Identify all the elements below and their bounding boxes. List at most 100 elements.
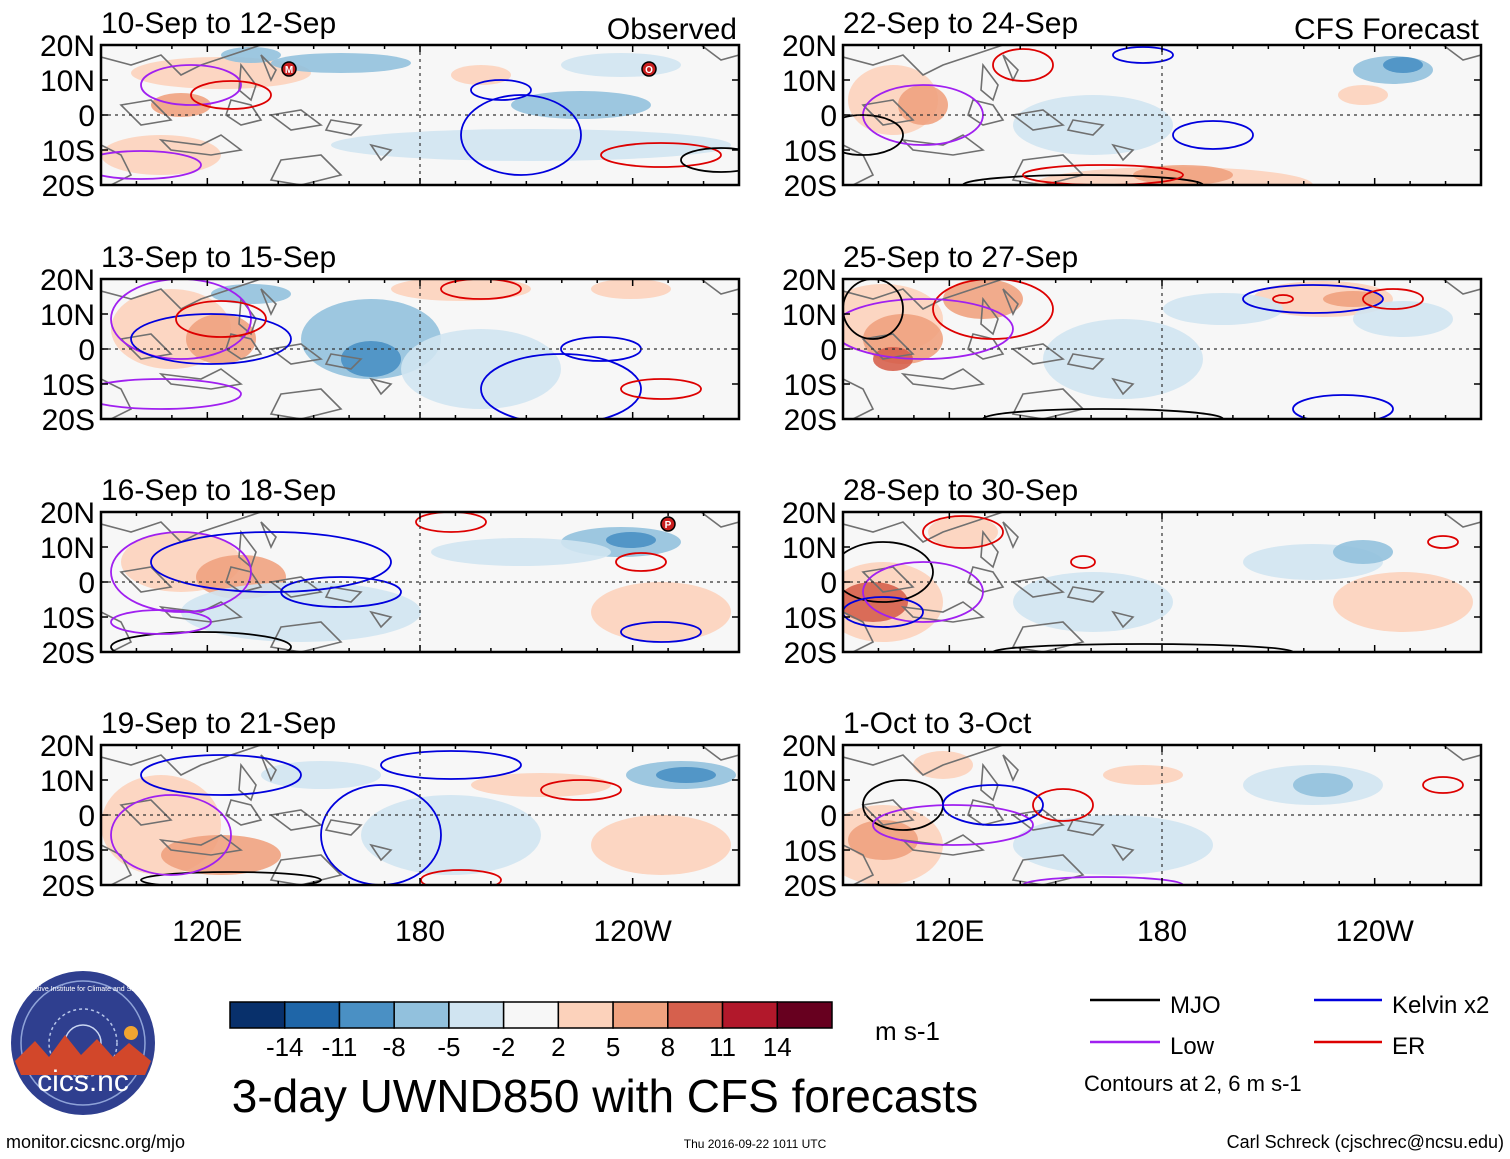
contour-er	[922, 515, 1004, 549]
contour-kelvin	[1112, 46, 1174, 64]
coastline	[324, 119, 363, 136]
coastline	[1442, 45, 1481, 61]
footer-author: Carl Schreck (cjschrec@ncsu.edu)	[1227, 1132, 1504, 1152]
y-tick-label: 10S	[42, 835, 95, 868]
coastline	[260, 521, 277, 549]
anomaly-blob	[928, 516, 998, 548]
coastline	[260, 288, 277, 316]
contour-kelvin	[130, 313, 292, 365]
y-tick-label: 10N	[40, 532, 95, 565]
logo-disc	[11, 971, 155, 1115]
colorbar-bin	[229, 1001, 286, 1029]
y-tick-label: 10S	[784, 602, 837, 635]
coastline	[1111, 610, 1135, 629]
anomaly-blob	[401, 329, 561, 409]
coastline	[119, 566, 173, 593]
anomaly-blob	[898, 85, 948, 125]
anomaly-shading	[111, 279, 671, 409]
storm-marker: P	[660, 516, 676, 532]
anomaly-blob	[1293, 773, 1353, 797]
contour-low	[110, 531, 252, 613]
y-tick-label: 20N	[782, 264, 837, 297]
contour-kelvin	[150, 531, 392, 593]
colorbar-bin	[721, 1001, 779, 1029]
panel-title: 16-Sep to 18-Sep	[101, 474, 336, 507]
colorbar-tick-labels: -14 -11 -8 -5 -2 2 5 8 11 14	[266, 1032, 792, 1062]
anomaly-blob	[331, 129, 731, 161]
coastline	[1066, 119, 1105, 136]
y-tick-label: 0	[820, 334, 837, 367]
colorbar: -14 -11 -8 -5 -2 2 5 8 11 14 m s-1	[229, 1001, 940, 1062]
coastline	[269, 388, 343, 419]
y-tick-label: 10N	[782, 765, 837, 798]
contour-kelvin	[1292, 394, 1394, 419]
coastline	[861, 99, 915, 126]
y-tick-label: 20S	[784, 170, 837, 203]
contour-kelvin	[280, 576, 402, 608]
contour-er	[175, 300, 267, 338]
coastline	[1066, 586, 1105, 603]
coastline	[980, 762, 999, 802]
legend-item-er: ER	[1314, 1033, 1425, 1060]
contour-low	[110, 609, 212, 635]
y-tick-label: 10S	[42, 369, 95, 402]
colorbar-tick-label: 2	[551, 1032, 565, 1062]
y-tick-label: 0	[820, 100, 837, 133]
y-tick-label: 10S	[42, 602, 95, 635]
y-tick-label: 20N	[40, 497, 95, 530]
contour-kelvin	[320, 784, 442, 885]
coastline	[1002, 288, 1019, 316]
x-tick-label: 180	[1137, 915, 1187, 948]
colorbar-tick-label: 14	[763, 1032, 792, 1062]
filter-contours	[101, 64, 739, 180]
contour-mjo	[110, 631, 292, 652]
panel-title: 10-Sep to 12-Sep	[101, 7, 336, 40]
y-tick-label: 20S	[42, 870, 95, 903]
anomaly-blob	[591, 279, 671, 299]
coastline	[1066, 819, 1105, 836]
anomaly-shading	[848, 56, 1433, 185]
figure-title: 3-day UWND850 with CFS forecasts	[232, 1070, 978, 1122]
anomaly-shading	[101, 47, 731, 175]
y-tick-label: 20N	[782, 730, 837, 763]
coastline	[369, 377, 393, 396]
colorbar-tick-label: -2	[492, 1032, 515, 1062]
anomaly-blob	[1333, 572, 1473, 632]
contour-mjo	[843, 279, 904, 340]
contour-mjo	[982, 408, 1224, 419]
coastline	[900, 134, 985, 156]
colorbar-bin	[557, 1001, 614, 1029]
colorbar-bin	[338, 1001, 395, 1029]
coastline	[269, 109, 323, 131]
coastline	[158, 834, 243, 856]
colorbar-bin	[393, 1001, 450, 1029]
coastline	[225, 333, 263, 360]
y-tick-label: 20S	[42, 637, 95, 670]
contour-er	[932, 279, 1054, 340]
coastline	[900, 601, 985, 623]
anomaly-blob	[1013, 95, 1173, 155]
logo-ring-text: Cooperative Institute for Climate and Sa…	[11, 986, 155, 993]
y-tick-label: 10N	[782, 299, 837, 332]
coastline	[1442, 512, 1481, 528]
y-tick-label: 20N	[40, 30, 95, 63]
coastline	[1442, 279, 1481, 295]
coastline	[1442, 745, 1481, 761]
contour-kelvin	[480, 353, 642, 419]
anomaly-blob	[271, 53, 411, 73]
legend-item-mjo: MJO	[1090, 992, 1221, 1019]
panel-title: 25-Sep to 27-Sep	[843, 241, 1078, 274]
x-tick-label: 120E	[172, 915, 242, 948]
anomaly-blob	[1338, 85, 1388, 105]
anomaly-blob	[1383, 57, 1423, 73]
colorbar-tick-label: 11	[709, 1032, 736, 1062]
coastline	[101, 844, 133, 885]
logo-sun	[124, 1026, 138, 1040]
x-tick-label: 120W	[593, 915, 672, 948]
